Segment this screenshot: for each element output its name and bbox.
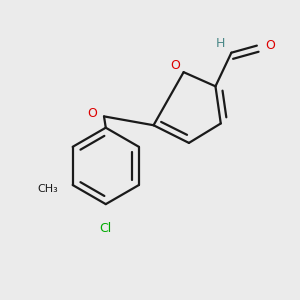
Text: O: O [266, 39, 276, 52]
Text: Cl: Cl [100, 222, 112, 235]
Text: O: O [88, 107, 98, 120]
Text: CH₃: CH₃ [38, 184, 58, 194]
Text: H: H [216, 37, 226, 50]
Text: O: O [170, 59, 180, 72]
